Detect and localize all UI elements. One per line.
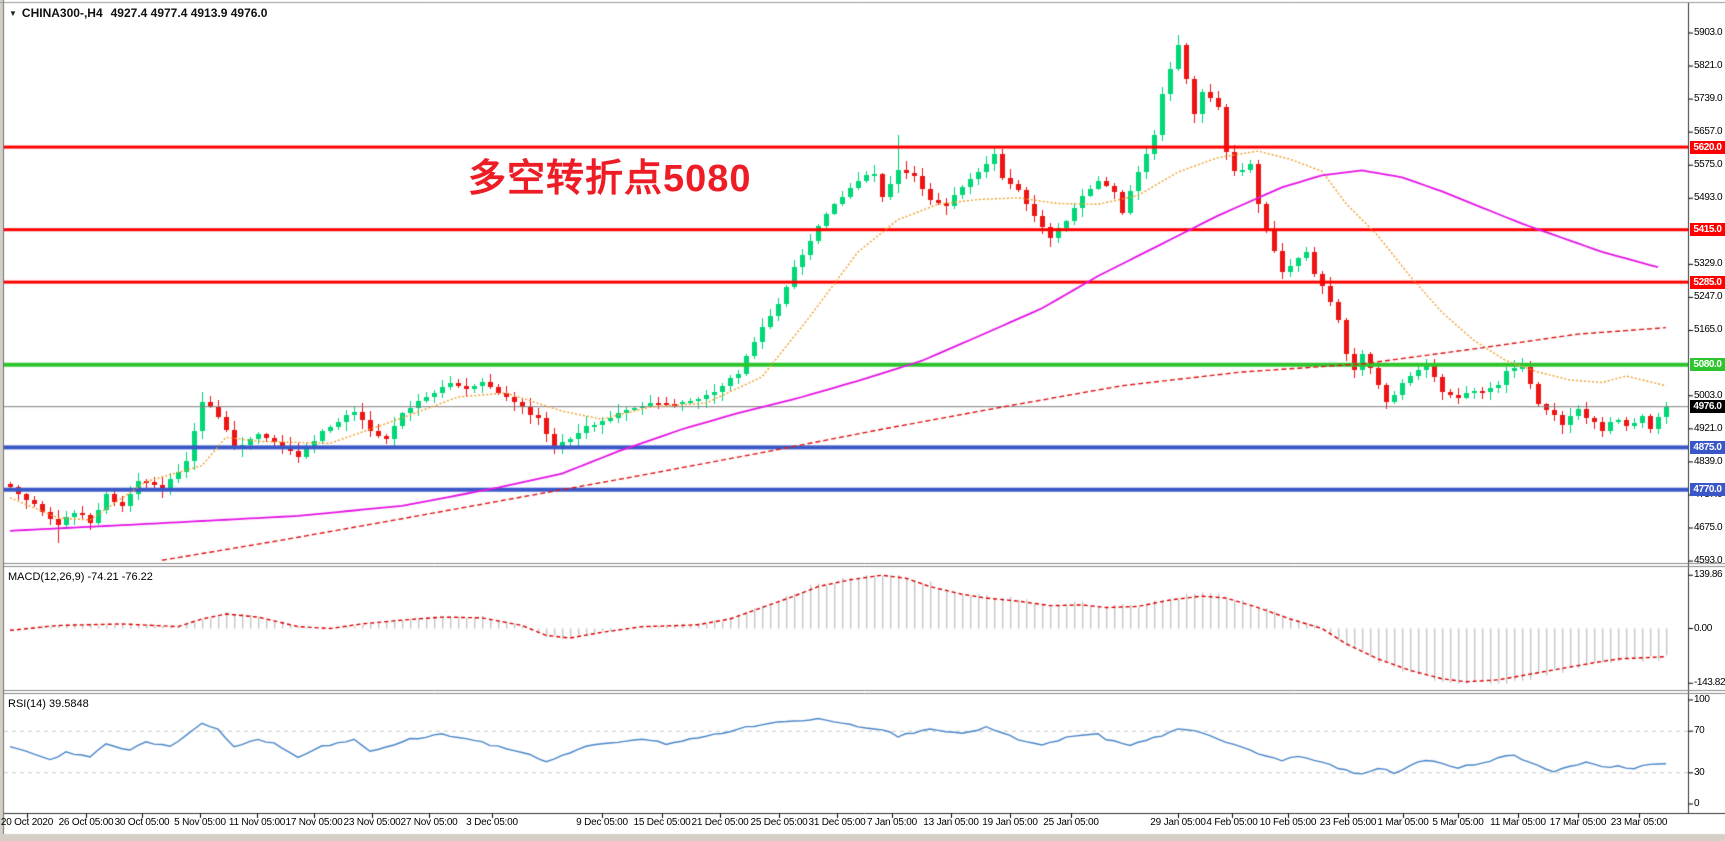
rsi-label: RSI(14) 39.5848 [8, 698, 89, 710]
macd-label: MACD(12,26,9) -74.21 -76.22 [8, 571, 153, 583]
macd-name: MACD(12,26,9) [8, 571, 85, 583]
ohlc-readout: 4927.4 4977.4 4913.9 4976.0 [110, 6, 268, 20]
symbol-dropdown-icon[interactable]: ▼ [9, 9, 17, 18]
annotation-text: 多空转折点5080 [468, 158, 752, 200]
symbol-period-label: CHINA300-,H4 [21, 6, 103, 20]
rsi-value: 39.5848 [48, 698, 89, 710]
rsi-name: RSI(14) [8, 698, 46, 710]
chart-title: ▼ CHINA300-,H4 4927.4 4977.4 4913.9 4976.0 [9, 6, 267, 20]
macd-values: -74.21 -76.22 [87, 571, 153, 583]
